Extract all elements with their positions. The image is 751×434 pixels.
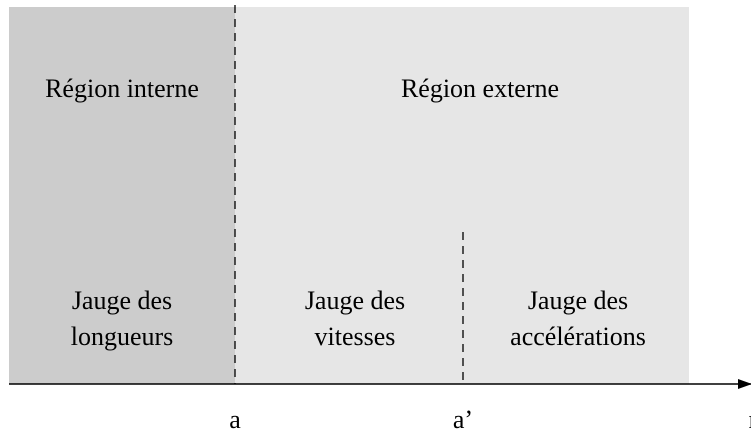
gauge-label: Jauge des [305,286,405,315]
outer-region [235,7,689,384]
region-title: Région interne [45,74,199,103]
axis-mark-label: a [229,405,241,434]
gauge-label: vitesses [315,322,396,351]
gauge-label: Jauge des [72,286,172,315]
gauge-label: Jauge des [528,286,628,315]
axis-label: r [749,405,751,434]
axis-mark-label: a’ [453,405,473,434]
region-title: Région externe [401,74,559,103]
gauge-label: accélérations [510,322,646,351]
inner-region [9,7,235,384]
gauge-label: longueurs [71,322,174,351]
